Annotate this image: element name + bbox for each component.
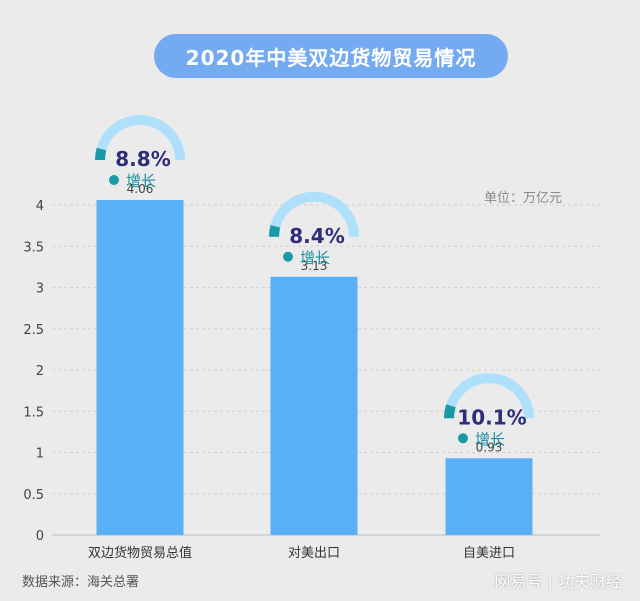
growth-arc bbox=[269, 191, 359, 237]
x-tick-label: 双边货物贸易总值 bbox=[88, 545, 192, 561]
growth-dot bbox=[109, 175, 119, 186]
x-tick-label: 自美进口 bbox=[463, 546, 515, 561]
y-tick-label: 1.5 bbox=[23, 405, 44, 420]
unit-label: 单位：万亿元 bbox=[483, 191, 562, 206]
bar bbox=[96, 200, 184, 536]
growth-label: 增长 bbox=[300, 249, 330, 267]
y-tick-label: 0.5 bbox=[23, 488, 44, 503]
data-source: 数据来源：海关总署 bbox=[22, 575, 140, 590]
bars: 4.06 3.13 0.93 bbox=[96, 182, 533, 536]
growth-label: 增长 bbox=[475, 430, 505, 448]
growth-arc-fill bbox=[95, 147, 107, 161]
bar bbox=[270, 276, 358, 535]
growth-arc-fill bbox=[444, 404, 456, 419]
growth-label: 增长 bbox=[126, 172, 156, 190]
bar-value-label: 0.93 bbox=[476, 440, 503, 454]
growth-arc bbox=[444, 373, 534, 419]
growth-dot bbox=[283, 251, 293, 262]
growth-percent: 8.4% bbox=[289, 224, 344, 248]
y-tick-label: 3 bbox=[36, 282, 44, 297]
x-axis-labels: 双边货物贸易总值 对美出口 自美进口 bbox=[88, 545, 515, 561]
y-tick-label: 0 bbox=[36, 529, 44, 544]
growth-percent: 8.8% bbox=[115, 147, 170, 171]
growth-arc bbox=[95, 115, 185, 161]
growth-percent: 10.1% bbox=[457, 405, 526, 429]
x-tick-label: 对美出口 bbox=[288, 546, 340, 561]
chart-title: 2020年中美双边货物贸易情况 bbox=[154, 34, 508, 78]
bar-value-label: 4.06 bbox=[127, 182, 154, 196]
growth-arc-fill bbox=[269, 225, 281, 237]
y-tick-label: 4 bbox=[36, 199, 44, 214]
y-tick-label: 2.5 bbox=[23, 323, 44, 338]
growth-dot bbox=[458, 433, 468, 444]
bar bbox=[445, 458, 533, 535]
y-tick-label: 2 bbox=[36, 364, 44, 379]
y-axis-ticks: 0 0.5 1 1.5 2 2.5 3 3.5 4 bbox=[23, 199, 44, 544]
bar-value-label: 3.13 bbox=[301, 259, 328, 273]
y-tick-label: 3.5 bbox=[23, 240, 44, 255]
y-tick-label: 1 bbox=[36, 447, 44, 462]
watermark: 网易号 | 功夫财经 bbox=[494, 572, 622, 591]
